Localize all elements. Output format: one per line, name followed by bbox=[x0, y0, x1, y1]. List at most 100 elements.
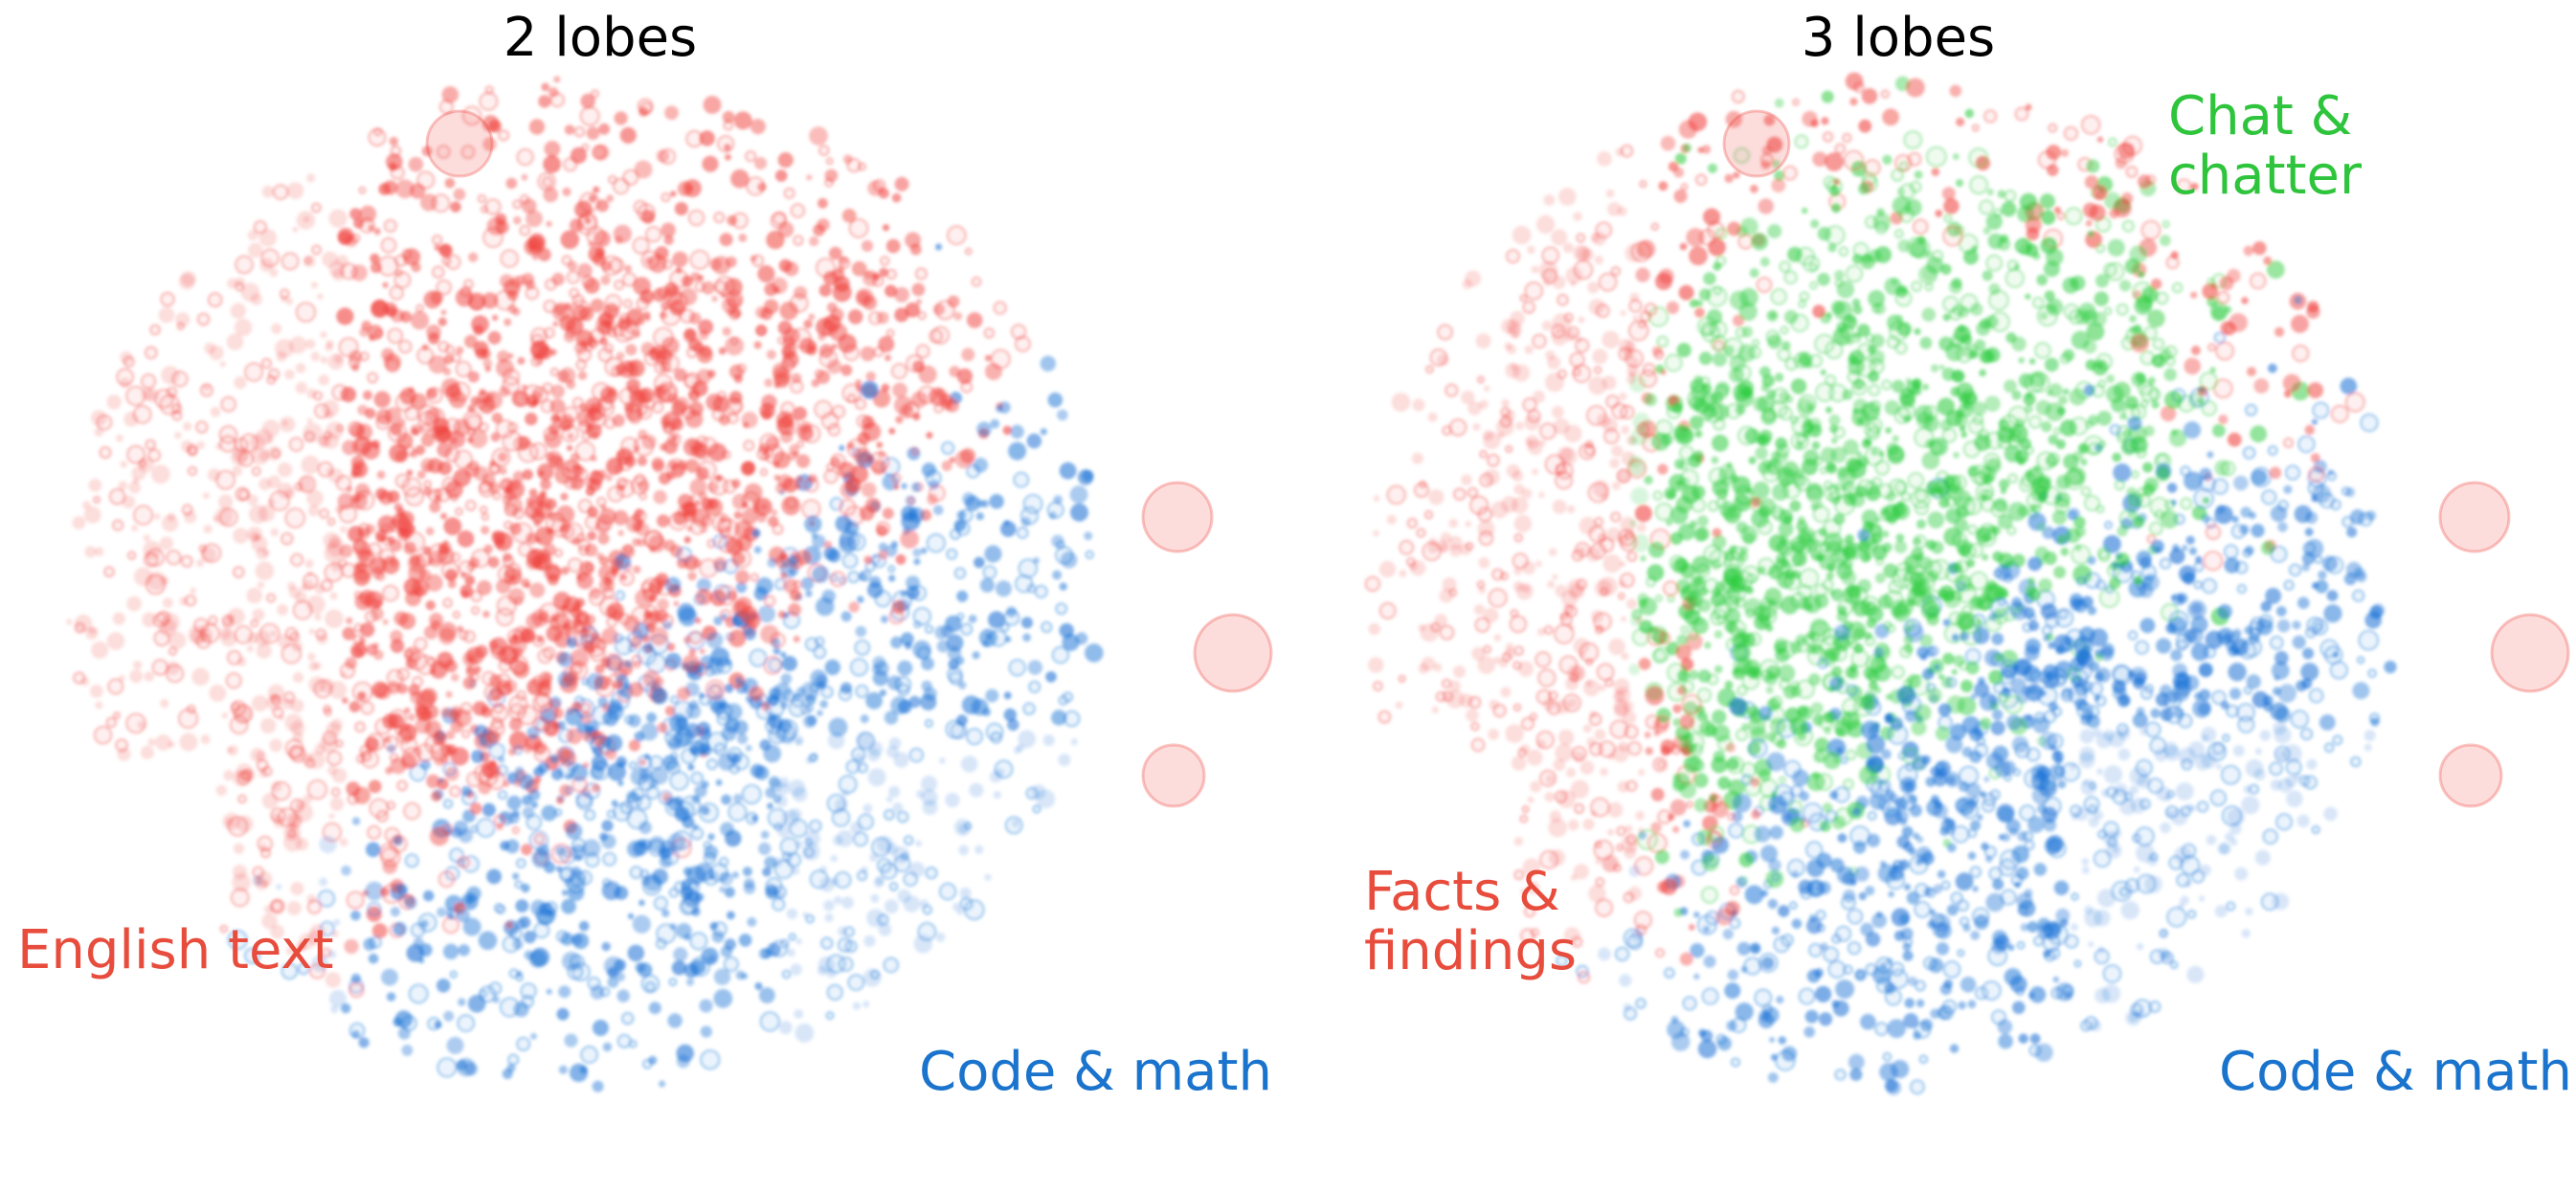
scatter-point-text bbox=[516, 690, 526, 701]
scatter-point-code bbox=[561, 890, 569, 896]
scatter-point-text bbox=[340, 671, 347, 678]
scatter-point-text bbox=[382, 584, 399, 602]
scatter-point-code bbox=[737, 733, 749, 745]
scatter-point-text bbox=[379, 548, 395, 564]
scatter-point-code bbox=[2062, 984, 2074, 997]
scatter-point-text bbox=[326, 517, 336, 526]
scatter-point-text bbox=[453, 709, 472, 728]
scatter-point-text bbox=[461, 105, 482, 125]
scatter-point-code bbox=[317, 890, 336, 908]
scatter-point-text bbox=[353, 642, 368, 657]
scatter-point-text bbox=[619, 319, 640, 340]
scatter-point-text bbox=[394, 268, 403, 277]
scatter-point-code bbox=[698, 741, 710, 754]
scatter-point-chat bbox=[1894, 229, 1904, 238]
scatter-point-text bbox=[731, 600, 750, 618]
scatter-point-code bbox=[580, 1046, 598, 1064]
scatter-point-text bbox=[549, 398, 566, 415]
scatter-point-code bbox=[350, 910, 361, 921]
scatter-point-chat bbox=[1809, 618, 1829, 638]
scatter-point-text bbox=[657, 514, 670, 528]
scatter-point-text bbox=[1399, 540, 1415, 555]
scatter-point-code bbox=[639, 869, 649, 879]
scatter-point-text bbox=[733, 510, 743, 520]
scatter-point-text bbox=[473, 325, 484, 336]
scatter-point-code bbox=[514, 766, 525, 777]
scatter-point-code bbox=[1697, 1039, 1717, 1059]
scatter-point-text bbox=[939, 394, 953, 407]
scatter-point-code bbox=[2201, 578, 2217, 594]
scatter-point-code bbox=[950, 529, 961, 540]
scatter-point-text bbox=[722, 110, 735, 124]
scatter-point-code bbox=[2242, 548, 2251, 558]
scatter-point-code bbox=[795, 840, 804, 848]
scatter-point-code bbox=[921, 680, 932, 692]
scatter-point-text bbox=[740, 461, 755, 476]
scatter-point-chat bbox=[1828, 414, 1841, 426]
scatter-point-code bbox=[874, 661, 889, 676]
scatter-point-text bbox=[600, 275, 611, 285]
scatter-point-text bbox=[686, 526, 693, 532]
scatter-point-code bbox=[1042, 734, 1055, 747]
scatter-point-code bbox=[953, 819, 972, 836]
scatter-point-chat bbox=[1790, 378, 1807, 394]
scatter-point-text bbox=[2227, 432, 2242, 447]
scatter-point-code bbox=[404, 853, 419, 868]
scatter-point-code bbox=[685, 978, 695, 986]
scatter-point-code bbox=[1929, 909, 1936, 915]
scatter-point-code bbox=[1058, 754, 1071, 767]
scatter-point-code bbox=[806, 704, 814, 712]
scatter-point-text bbox=[581, 275, 594, 288]
scatter-point-text bbox=[520, 194, 530, 204]
scatter-point-text bbox=[84, 546, 97, 558]
scatter-point-chat bbox=[1982, 270, 1993, 282]
scatter-point-text bbox=[306, 899, 322, 914]
scatter-point-text bbox=[95, 701, 103, 710]
scatter-point-text bbox=[305, 339, 316, 349]
annotation-english-text: English text bbox=[17, 919, 334, 981]
scatter-point-text bbox=[295, 363, 306, 373]
scatter-point-code bbox=[640, 875, 651, 886]
scatter-point-code bbox=[1914, 901, 1931, 918]
scatter-point-text bbox=[375, 409, 392, 425]
scatter-point-text bbox=[1931, 168, 1940, 176]
scatter-point-text bbox=[510, 660, 526, 675]
scatter-point-chat bbox=[2170, 429, 2178, 436]
scatter-point-text bbox=[488, 120, 502, 133]
scatter-point-chat bbox=[2013, 263, 2020, 270]
scatter-point-text bbox=[570, 648, 590, 668]
scatter-point-code bbox=[527, 788, 541, 801]
scatter-point-text bbox=[603, 303, 619, 320]
scatter-point-code bbox=[975, 512, 984, 521]
scatter-point-text bbox=[2220, 321, 2235, 335]
scatter-point-text bbox=[779, 302, 798, 321]
scatter-point-chat bbox=[2053, 427, 2062, 436]
scatter-point-code bbox=[2229, 822, 2242, 835]
scatter-point-text bbox=[600, 504, 607, 511]
scatter-point-code bbox=[767, 802, 773, 810]
scatter-point-text bbox=[651, 576, 664, 590]
scatter-point-text bbox=[2292, 345, 2310, 363]
scatter-point-text bbox=[894, 176, 909, 191]
scatter-point-code bbox=[2079, 746, 2095, 763]
scatter-point-code bbox=[714, 561, 726, 573]
scatter-point-code bbox=[2171, 593, 2185, 606]
scatter-point-text bbox=[546, 220, 552, 227]
scatter-point-chat bbox=[1810, 702, 1824, 715]
scatter-point-text bbox=[325, 609, 344, 629]
scatter-point-code bbox=[1805, 841, 1824, 859]
scatter-point-text bbox=[346, 781, 361, 797]
scatter-point-text bbox=[633, 436, 655, 457]
scatter-point-code bbox=[2057, 779, 2067, 789]
scatter-point-code bbox=[478, 931, 498, 951]
scatter-point-code bbox=[571, 962, 591, 981]
scatter-point-text bbox=[280, 643, 302, 665]
scatter-point-chat bbox=[2084, 495, 2100, 511]
scatter-point-text bbox=[818, 197, 828, 209]
scatter-point-text bbox=[438, 243, 452, 257]
scatter-point-code bbox=[1051, 710, 1067, 726]
scatter-point-code bbox=[1059, 462, 1077, 480]
scatter-point-code bbox=[2296, 814, 2310, 827]
scatter-point-text bbox=[857, 432, 870, 445]
